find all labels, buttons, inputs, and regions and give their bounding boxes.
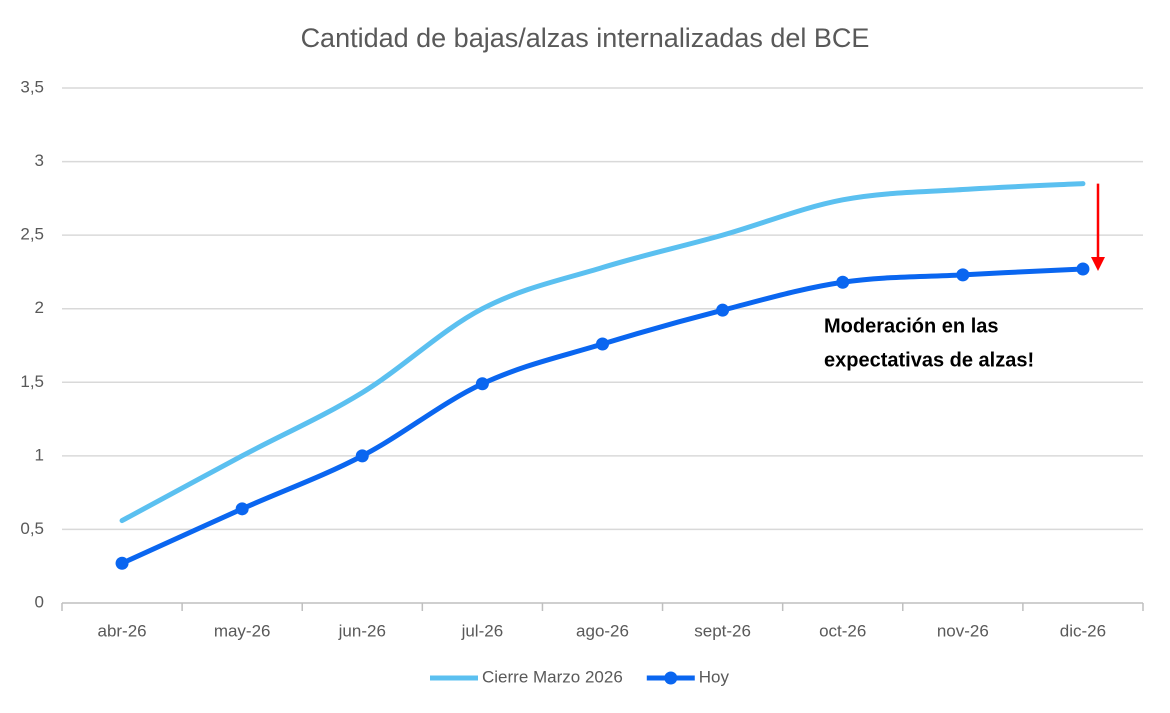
x-tick-label: may-26 — [214, 621, 271, 640]
legend-label: Cierre Marzo 2026 — [482, 667, 623, 686]
x-tick-label: abr-26 — [97, 621, 146, 640]
annotation: Moderación en las — [824, 315, 999, 337]
y-tick-label: 1,5 — [20, 372, 44, 391]
legend-label: Hoy — [699, 667, 730, 686]
x-tick-label: oct-26 — [819, 621, 866, 640]
y-tick-label: 1 — [35, 445, 44, 464]
marker — [235, 502, 249, 516]
marker — [596, 337, 609, 351]
marker — [115, 556, 129, 570]
x-tick-label: jul-26 — [461, 621, 504, 640]
marker — [355, 449, 369, 463]
x-tick-label: nov-26 — [937, 621, 989, 640]
y-tick-label: 2 — [35, 298, 44, 317]
series-line — [119, 181, 1086, 524]
x-tick-label: sept-26 — [694, 621, 751, 640]
arrow-head — [1091, 256, 1105, 271]
marker — [475, 377, 489, 391]
y-tick-label: 3 — [35, 151, 44, 170]
x-tick-label: ago-26 — [576, 621, 629, 640]
y-tick-label: 0 — [35, 592, 44, 611]
x-tick-label: dic-26 — [1060, 621, 1106, 640]
annotation: expectativas de alzas! — [824, 349, 1034, 371]
legend-marker — [664, 671, 678, 685]
marker — [716, 303, 730, 317]
y-tick-label: 0,5 — [20, 519, 44, 538]
x-tick-label: jun-26 — [338, 621, 386, 640]
y-tick-label: 3,5 — [20, 77, 44, 96]
y-tick-label: 2,5 — [20, 225, 44, 244]
marker — [956, 268, 970, 282]
marker — [1076, 262, 1090, 276]
chart-title: Cantidad de bajas/alzas internalizadas d… — [301, 23, 870, 53]
marker — [836, 275, 850, 289]
